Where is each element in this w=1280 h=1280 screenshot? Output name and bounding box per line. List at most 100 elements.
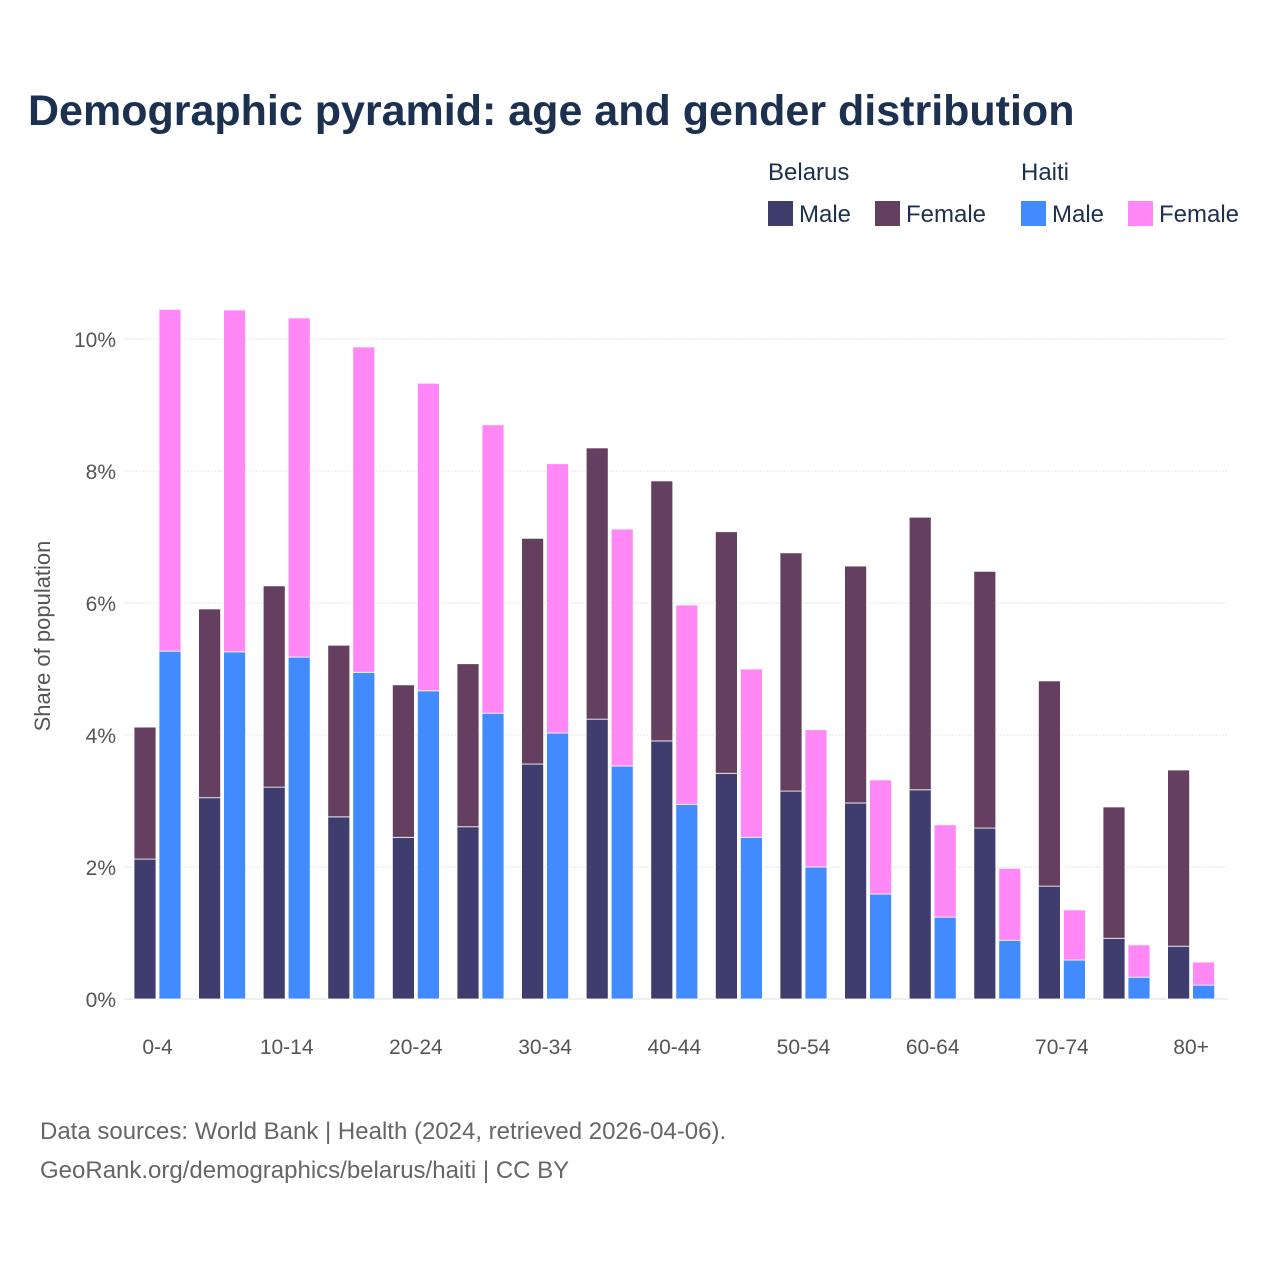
bar-haiti-male-25-29 <box>481 712 505 1000</box>
chart-title: Demographic pyramid: age and gender dist… <box>28 87 1074 135</box>
bar-belarus-female-5-9 <box>198 608 222 799</box>
legend-label: Male <box>799 201 851 228</box>
legend-swatch <box>768 201 793 226</box>
bar-belarus-male-30-34 <box>521 763 544 1000</box>
y-tick-label: 8% <box>86 461 116 484</box>
bar-haiti-male-50-54 <box>804 866 828 1000</box>
bar-haiti-male-55-59 <box>869 893 892 1000</box>
bar-haiti-male-30-34 <box>546 732 569 1000</box>
bar-haiti-female-55-59 <box>869 779 892 895</box>
bar-belarus-male-65-69 <box>973 827 997 1000</box>
x-axis: 0-4 10-14 20-24 30-34 40-44 50-54 60-64 70-74 80… <box>142 1036 1209 1059</box>
bar-haiti-male-45-49 <box>740 836 763 1000</box>
bar-haiti-female-70-74 <box>1063 909 1086 961</box>
bar-belarus-male-40-44 <box>650 740 674 1000</box>
bar-haiti-male-80+ <box>1192 984 1215 1000</box>
bar-belarus-male-75-79 <box>1102 937 1126 1000</box>
bar-haiti-female-80+ <box>1192 961 1215 986</box>
bar-belarus-female-15-19 <box>327 644 351 818</box>
bar-haiti-female-15-19 <box>352 346 376 673</box>
y-tick-label: 10% <box>74 329 116 352</box>
y-tick-label: 0% <box>86 989 116 1012</box>
source-line-2: GeoRank.org/demographics/belarus/haiti |… <box>40 1157 569 1184</box>
y-tick-label: 6% <box>86 593 116 616</box>
bar-haiti-male-35-39 <box>610 765 634 1000</box>
x-tick-label: 60-64 <box>906 1036 960 1059</box>
bar-belarus-female-70-74 <box>1038 680 1061 887</box>
bar-haiti-female-10-14 <box>287 317 311 658</box>
bar-belarus-female-80+ <box>1167 769 1190 947</box>
bar-belarus-female-20-24 <box>391 684 415 838</box>
bar-belarus-female-60-64 <box>908 516 932 791</box>
bar-belarus-male-0-4 <box>133 858 157 1000</box>
bar-haiti-female-5-9 <box>223 309 247 653</box>
bar-belarus-female-35-39 <box>585 447 609 720</box>
bar-haiti-male-70-74 <box>1063 959 1086 1000</box>
y-axis-label: Share of population <box>30 541 55 732</box>
source-line-1: Data sources: World Bank | Health (2024,… <box>40 1118 726 1145</box>
bar-belarus-female-30-34 <box>521 537 544 765</box>
legend-swatch <box>1128 201 1153 226</box>
bar-belarus-female-25-29 <box>456 663 480 828</box>
bar-belarus-male-5-9 <box>198 797 222 1000</box>
bar-haiti-female-20-24 <box>416 382 440 692</box>
bar-haiti-female-65-69 <box>998 867 1022 941</box>
legend-swatch <box>875 201 900 226</box>
x-tick-label: 70-74 <box>1035 1036 1089 1059</box>
bar-belarus-female-45-49 <box>715 531 738 774</box>
x-tick-label: 20-24 <box>389 1036 443 1059</box>
bar-belarus-male-35-39 <box>585 718 609 1000</box>
bar-haiti-male-60-64 <box>933 916 957 1000</box>
x-tick-label: 50-54 <box>777 1036 831 1059</box>
bars <box>133 308 1215 1000</box>
bar-belarus-female-75-79 <box>1102 806 1126 939</box>
legend: Belarus Male Female Haiti Male Female <box>768 159 1239 228</box>
bar-haiti-male-40-44 <box>675 803 699 1000</box>
bar-haiti-female-50-54 <box>804 729 828 868</box>
bar-belarus-female-50-54 <box>779 552 803 792</box>
x-tick-label: 80+ <box>1173 1036 1209 1059</box>
bar-belarus-male-55-59 <box>844 802 867 1000</box>
bar-haiti-male-5-9 <box>223 651 247 1000</box>
bar-haiti-female-0-4 <box>158 308 182 652</box>
bar-haiti-male-0-4 <box>158 650 182 1000</box>
x-tick-label: 0-4 <box>142 1036 173 1059</box>
bar-belarus-female-0-4 <box>133 726 157 860</box>
bar-haiti-female-75-79 <box>1127 944 1151 978</box>
bar-belarus-female-10-14 <box>262 585 286 788</box>
bar-belarus-male-45-49 <box>715 772 738 1000</box>
x-tick-label: 10-14 <box>260 1036 314 1059</box>
bar-belarus-male-25-29 <box>456 826 480 1000</box>
bar-haiti-female-60-64 <box>933 824 957 918</box>
bar-belarus-female-40-44 <box>650 480 674 742</box>
x-tick-label: 30-34 <box>518 1036 572 1059</box>
bar-haiti-male-15-19 <box>352 671 376 1000</box>
legend-label: Female <box>1159 201 1239 228</box>
bar-belarus-male-15-19 <box>327 816 351 1000</box>
bar-haiti-female-30-34 <box>546 463 569 734</box>
y-tick-label: 2% <box>86 857 116 880</box>
bar-belarus-male-60-64 <box>908 789 932 1000</box>
y-tick-label: 4% <box>86 725 116 748</box>
legend-swatch <box>1021 201 1046 226</box>
legend-label: Male <box>1052 201 1104 228</box>
bar-haiti-female-40-44 <box>675 604 699 805</box>
bar-haiti-female-25-29 <box>481 424 505 714</box>
bar-belarus-female-55-59 <box>844 565 867 804</box>
bar-belarus-female-65-69 <box>973 570 997 829</box>
x-tick-label: 40-44 <box>647 1036 701 1059</box>
bar-belarus-male-20-24 <box>391 836 415 1000</box>
bar-haiti-male-10-14 <box>287 656 311 1000</box>
bar-haiti-female-45-49 <box>740 668 763 838</box>
legend-group-title: Belarus <box>768 159 849 186</box>
bar-haiti-male-20-24 <box>416 690 440 1000</box>
bar-haiti-male-75-79 <box>1127 976 1151 1000</box>
bar-belarus-male-50-54 <box>779 790 803 1000</box>
bar-belarus-male-80+ <box>1167 945 1190 1000</box>
bar-haiti-female-35-39 <box>610 528 634 767</box>
bar-haiti-male-65-69 <box>998 939 1022 1000</box>
legend-label: Female <box>906 201 986 228</box>
bar-belarus-male-10-14 <box>262 786 286 1000</box>
